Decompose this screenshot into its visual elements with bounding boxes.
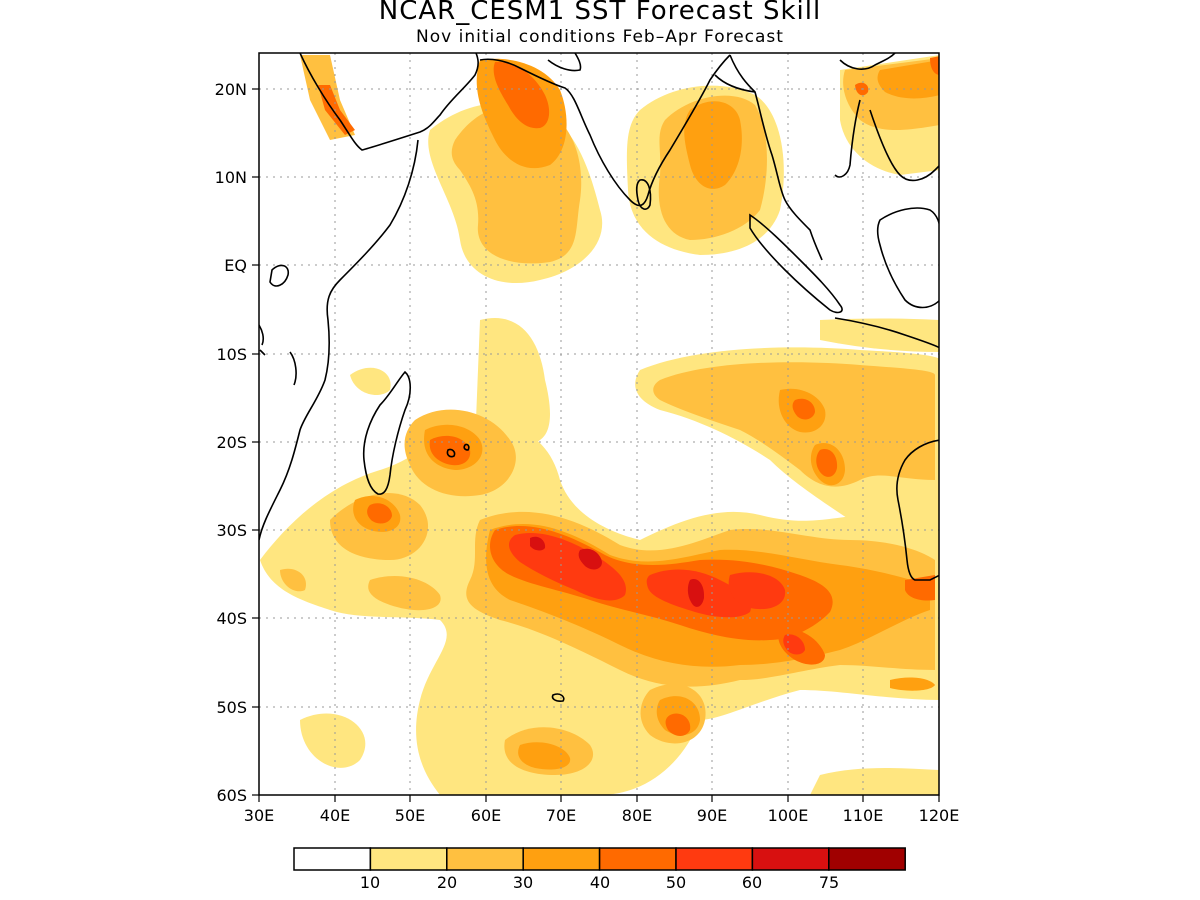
arabia-coast [299,53,479,151]
australia-coast [896,439,939,581]
legend-label-75: 75 [819,873,839,892]
legend-box-5 [675,847,754,871]
lat-tick-40s: 40S [216,609,247,628]
legend-box-1 [369,847,448,871]
lon-tick-40e: 40E [320,806,350,825]
borneo [876,207,939,309]
axis-ticks [252,88,940,802]
legend-box-7 [828,847,906,871]
lat-tick-20s: 20S [216,433,247,452]
islands [269,264,565,702]
lon-tick-90e: 90E [697,806,727,825]
lat-tick-eq: EQ [224,256,247,275]
lon-tick-labels: 30E 40E 50E 60E 70E 80E 90E 100E 110E 12… [244,806,960,825]
gulf-coast [547,53,582,72]
grid-lines [259,53,939,795]
india-coast [479,54,731,207]
lon-tick-70e: 70E [546,806,576,825]
legend-box-0 [293,847,372,871]
lat-tick-30s: 30S [216,521,247,540]
plot-frame [258,52,940,796]
africa-inner [259,324,266,356]
lon-tick-100e: 100E [768,806,809,825]
lon-tick-30e: 30E [244,806,274,825]
bay-bengal-east [714,74,756,93]
legend-label-40: 40 [590,873,610,892]
lat-tick-10n: 10N [215,168,247,187]
africa-coast [259,139,419,541]
lon-tick-80e: 80E [622,806,652,825]
legend-labels: 10 20 30 40 50 60 75 [360,873,839,892]
legend-box-6 [751,847,830,871]
lon-tick-110e: 110E [843,806,884,825]
lon-tick-50e: 50E [395,806,425,825]
color-legend: 10 20 30 40 50 60 75 [293,847,906,892]
lat-tick-50s: 50S [216,698,247,717]
lat-tick-labels: 20N 10N EQ 10S 20S 30S 40S 50S 60S [215,80,247,805]
legend-boxes [293,847,906,871]
map-title: NCAR_CESM1 SST Forecast Skill [378,0,822,26]
skill-field [260,55,939,795]
legend-box-4 [598,847,677,871]
sri-lanka [635,179,652,210]
sumatra [749,213,843,314]
lat-tick-10s: 10S [216,345,247,364]
lat-tick-60s: 60S [216,786,247,805]
legend-label-30: 30 [513,873,533,892]
skill-level-60-75 [530,536,705,607]
legend-label-20: 20 [437,873,457,892]
map-subtitle: Nov initial conditions Feb–Apr Forecast [416,27,784,47]
java [834,317,939,349]
legend-box-2 [446,847,524,871]
legend-label-50: 50 [666,873,686,892]
legend-box-3 [522,847,601,871]
madagascar [362,370,412,495]
lon-tick-60e: 60E [471,806,501,825]
legend-label-60: 60 [742,873,762,892]
lon-tick-120e: 120E [919,806,960,825]
coastlines [259,53,939,702]
legend-label-10: 10 [360,873,380,892]
indochina [834,53,939,182]
burma-malaya-coast [729,54,823,261]
lat-tick-20n: 20N [215,80,247,99]
